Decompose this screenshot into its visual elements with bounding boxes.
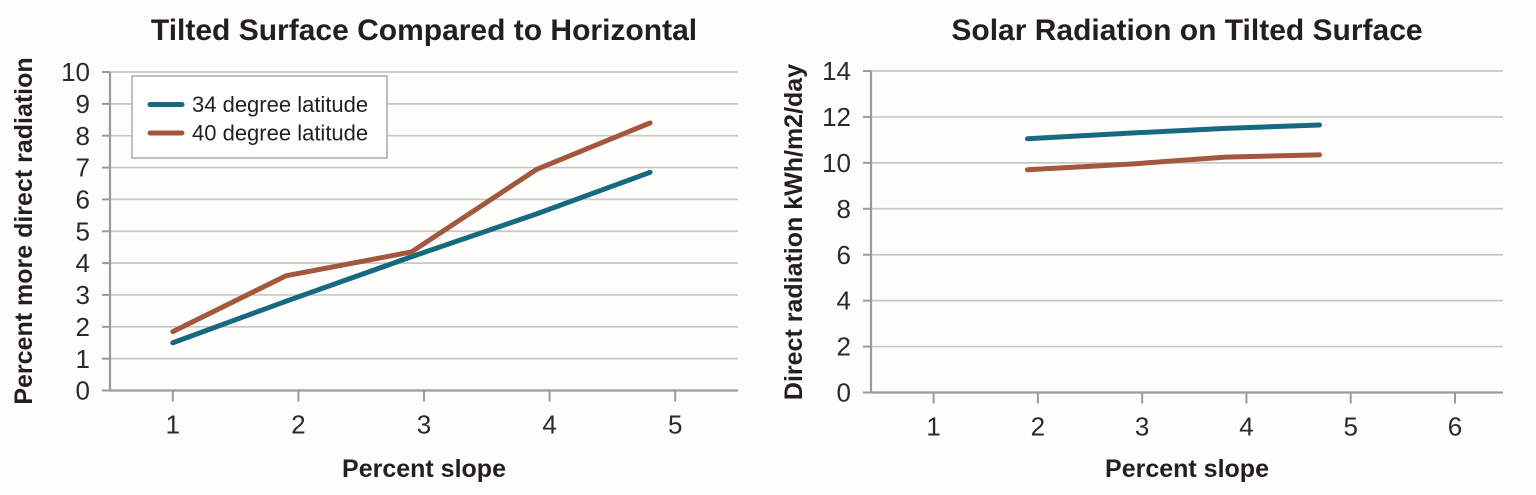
x-tick-label: 5 [668, 410, 682, 440]
series-line-34-degree-latitude [1024, 122, 1322, 142]
series-line-40-degree-latitude [1024, 152, 1322, 173]
x-axis-label: Percent slope [1105, 455, 1269, 483]
y-tick-label: 7 [76, 153, 90, 183]
series-line-34-degree-latitude [170, 169, 653, 346]
legend-box [131, 75, 388, 159]
y-tick-label: 1 [76, 344, 90, 374]
y-tick-label: 8 [76, 121, 90, 151]
chart-title: Tilted Surface Compared to Horizontal [151, 14, 697, 47]
x-tick-label: 1 [926, 412, 940, 442]
y-tick-label: 6 [837, 240, 851, 270]
x-tick-label: 6 [1448, 412, 1462, 442]
x-tick-label: 4 [1239, 412, 1253, 442]
series-line-40-degree-latitude [170, 120, 653, 335]
y-tick-label: 2 [76, 312, 90, 342]
y-tick-label: 9 [76, 89, 90, 119]
x-tick-label: 2 [1031, 412, 1045, 442]
x-tick-label: 4 [542, 410, 556, 440]
y-tick-label: 0 [76, 376, 90, 406]
y-tick-label: 4 [837, 286, 851, 316]
x-tick-label: 2 [291, 410, 305, 440]
y-tick-label: 12 [822, 102, 851, 132]
y-tick-label: 6 [76, 185, 90, 215]
y-tick-label: 10 [61, 57, 90, 87]
legend-label: 40 degree latitude [192, 121, 368, 146]
y-tick-label: 14 [822, 56, 851, 86]
y-axis-label: Direct radiation kWh/m2/day [780, 64, 808, 400]
x-tick-label: 5 [1344, 412, 1358, 442]
y-tick-label: 4 [76, 248, 90, 278]
x-tick-label: 1 [166, 410, 180, 440]
y-axis-label: Percent more direct radiation [10, 57, 38, 404]
chart-title: Solar Radiation on Tilted Surface [951, 14, 1422, 47]
x-axis-label: Percent slope [342, 455, 506, 483]
y-tick-label: 2 [837, 332, 851, 362]
x-tick-label: 3 [1135, 412, 1149, 442]
y-tick-label: 5 [76, 216, 90, 246]
y-tick-label: 10 [822, 148, 851, 178]
y-tick-label: 3 [76, 280, 90, 310]
y-tick-label: 0 [837, 378, 851, 408]
legend-label: 34 degree latitude [192, 92, 368, 117]
y-tick-label: 8 [837, 194, 851, 224]
x-tick-label: 3 [417, 410, 431, 440]
